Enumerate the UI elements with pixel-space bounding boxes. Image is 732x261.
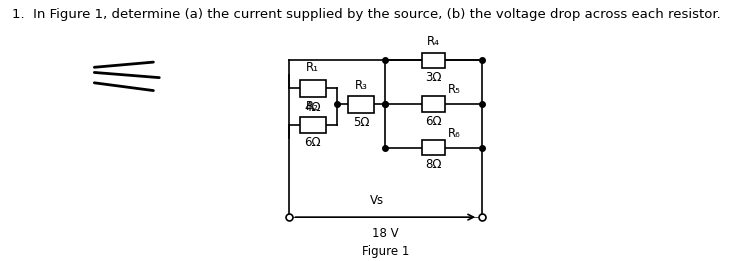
Bar	[300, 116, 326, 133]
Text: 8Ω: 8Ω	[425, 158, 442, 171]
Bar	[422, 53, 445, 68]
Text: R₁: R₁	[306, 61, 319, 74]
Text: Figure 1: Figure 1	[362, 245, 409, 258]
Text: R₃: R₃	[355, 79, 367, 92]
Text: R₆: R₆	[447, 127, 460, 140]
Text: 1.  In Figure 1, determine (a) the current supplied by the source, (b) the volta: 1. In Figure 1, determine (a) the curren…	[12, 8, 720, 21]
Bar	[300, 80, 326, 97]
Text: R₄: R₄	[427, 35, 440, 48]
Text: R₂: R₂	[306, 99, 319, 112]
Text: R₅: R₅	[447, 84, 460, 96]
Text: 3Ω: 3Ω	[425, 71, 442, 84]
Text: 5Ω: 5Ω	[353, 116, 370, 128]
Bar	[422, 96, 445, 112]
Text: 6Ω: 6Ω	[305, 136, 321, 149]
Bar	[422, 140, 445, 155]
Bar	[348, 96, 374, 112]
Text: Vs: Vs	[370, 194, 384, 207]
Text: 6Ω: 6Ω	[425, 115, 442, 128]
Text: 18 V: 18 V	[372, 227, 399, 240]
Text: 4Ω: 4Ω	[305, 101, 321, 114]
